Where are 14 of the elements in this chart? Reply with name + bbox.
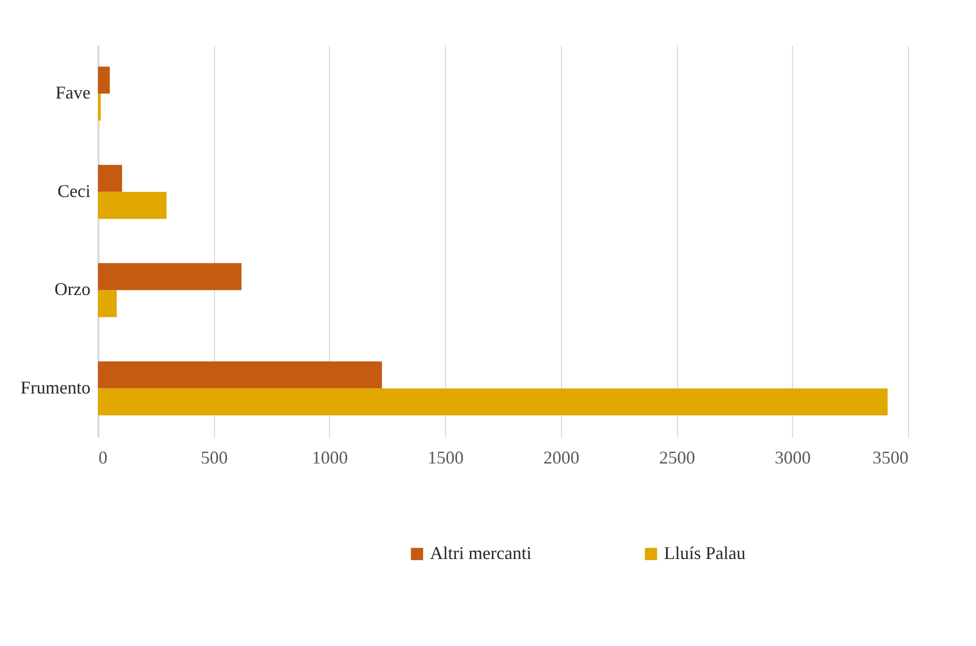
x-tick-label: 3000 — [774, 448, 811, 468]
y-tick-label: Ceci — [58, 180, 90, 201]
x-tick-label: 3500 — [872, 448, 908, 468]
legend-label: Lluís Palau — [664, 543, 746, 563]
x-tick-label: 0 — [98, 448, 108, 468]
x-tick-label: 2500 — [659, 448, 696, 468]
x-tick-label: 2000 — [543, 448, 580, 468]
x-tick-label: 500 — [200, 448, 228, 468]
y-tick-label: Frumento — [20, 377, 90, 398]
x-tick-label: 1000 — [312, 448, 348, 468]
x-tick-label: 1500 — [428, 448, 464, 468]
legend-label: Altri mercanti — [430, 543, 532, 563]
y-tick-label: Orzo — [54, 279, 90, 300]
y-tick-label: Fave — [56, 82, 90, 103]
